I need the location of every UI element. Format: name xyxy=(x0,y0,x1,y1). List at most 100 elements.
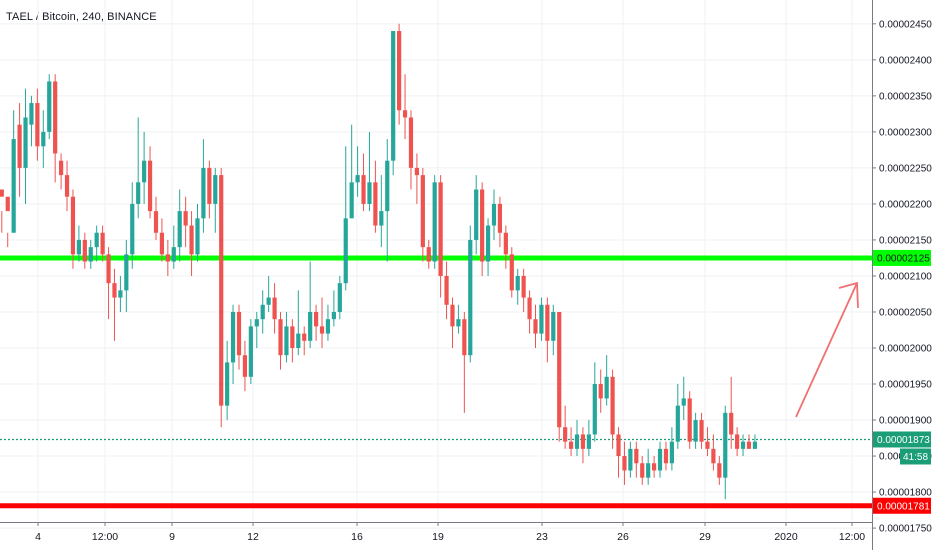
y-tick-label: 0.00002350 xyxy=(879,91,932,102)
candle-body xyxy=(130,203,135,255)
support-badge-label: 0.00001781 xyxy=(877,501,930,512)
x-tick-label: 16 xyxy=(351,531,363,543)
resistance-badge-label: 0.00002125 xyxy=(877,253,930,264)
candle-body xyxy=(432,182,437,262)
resistance-badge xyxy=(873,249,931,266)
candle-body xyxy=(88,247,93,262)
candle-body xyxy=(290,326,295,348)
candle-body xyxy=(254,319,259,327)
candle-body xyxy=(272,297,277,320)
candle-body xyxy=(503,232,508,255)
y-tick-label: 0.00002450 xyxy=(879,19,932,30)
candle-body xyxy=(598,384,603,399)
candle-body xyxy=(586,434,591,449)
candle-body xyxy=(563,427,568,442)
candle-body xyxy=(515,275,520,291)
annotation-arrow xyxy=(795,281,859,418)
candle-body xyxy=(361,175,366,204)
current-price-label: 0.00001873 xyxy=(877,435,930,446)
candle-body xyxy=(325,319,331,334)
candle-body xyxy=(225,362,230,406)
candle-body xyxy=(385,160,390,212)
candle-body xyxy=(355,175,360,183)
price-levels xyxy=(0,255,872,509)
x-tick-label: 12:00 xyxy=(92,531,118,543)
candle-body xyxy=(284,326,289,356)
x-tick-label: 29 xyxy=(699,531,711,543)
y-tick-label: 0.00001750 xyxy=(879,524,932,535)
candle-body xyxy=(509,254,514,291)
y-tick-label: 0.00001800 xyxy=(879,488,932,499)
candle-body xyxy=(735,434,740,449)
x-tick-label: 19 xyxy=(432,531,444,543)
y-tick-label: 0.00002250 xyxy=(879,163,932,174)
candle-body xyxy=(450,304,455,327)
candle-body xyxy=(462,319,467,356)
candle-body xyxy=(485,225,491,262)
candle-body xyxy=(47,81,52,132)
candle-body xyxy=(746,441,752,449)
candle-body xyxy=(480,189,485,262)
candle-body xyxy=(319,326,325,334)
candle-body xyxy=(159,232,165,255)
trend-arrow-shaft xyxy=(795,282,858,418)
candle-body xyxy=(657,448,663,471)
candle-body xyxy=(634,448,639,464)
candle-body xyxy=(740,441,746,449)
candle-body xyxy=(693,420,698,442)
candle-body xyxy=(94,232,99,248)
candle-body xyxy=(147,160,153,212)
candle-body xyxy=(604,376,609,399)
candle-body xyxy=(302,333,307,341)
candle-body xyxy=(349,182,354,219)
candle-body xyxy=(308,311,313,341)
candle-body xyxy=(426,247,431,262)
candle-body xyxy=(610,376,615,435)
x-tick-label: 12:00 xyxy=(839,531,865,543)
candle-body xyxy=(5,196,10,212)
candle-body xyxy=(521,275,526,298)
candle-body xyxy=(124,254,129,291)
candle-body xyxy=(652,463,657,471)
candle-body xyxy=(64,175,70,197)
candle-body xyxy=(681,398,686,406)
candle-body xyxy=(616,434,621,457)
candle-body xyxy=(236,311,242,356)
candle-body xyxy=(313,311,319,327)
y-tick-label: 0.00002150 xyxy=(879,235,932,246)
candle-body xyxy=(136,182,141,204)
countdown-label: 41:58 xyxy=(903,452,928,463)
y-tick-label: 0.00002000 xyxy=(879,343,932,354)
candle-body xyxy=(230,311,236,363)
candle-body xyxy=(580,434,586,449)
candle-body xyxy=(675,405,680,442)
candle-body xyxy=(278,319,283,356)
y-tick-label: 0.00002100 xyxy=(879,271,932,282)
candle-body xyxy=(628,448,633,471)
candle-body xyxy=(711,448,716,464)
candle-body xyxy=(219,175,224,406)
candle-body xyxy=(687,398,692,442)
candle-body xyxy=(539,304,544,334)
candle-body xyxy=(592,384,597,435)
candle-body xyxy=(373,182,378,226)
candle-body xyxy=(414,167,419,176)
candle-body xyxy=(183,211,188,226)
candle-body xyxy=(533,319,538,334)
candle-body xyxy=(248,326,253,377)
candle-body xyxy=(195,218,200,255)
candle-body xyxy=(242,355,248,377)
candle-body xyxy=(557,311,562,428)
candle-body xyxy=(177,211,182,248)
candle-body xyxy=(41,131,46,147)
candle-body xyxy=(497,203,503,233)
candle-body xyxy=(171,247,176,262)
candle-body xyxy=(408,117,414,168)
x-tick-label: 9 xyxy=(169,531,175,543)
countdown-badge xyxy=(900,448,931,465)
candle-body xyxy=(456,319,461,327)
candle-body xyxy=(723,412,728,478)
